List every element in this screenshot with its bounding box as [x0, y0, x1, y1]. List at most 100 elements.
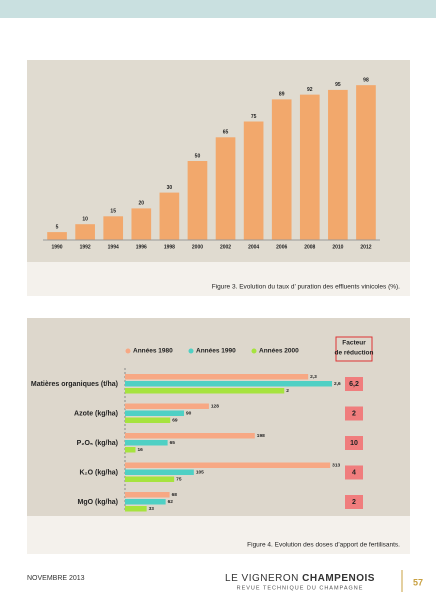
bar: [159, 192, 180, 240]
category-label: P₂O₅ (kg/ha): [77, 440, 118, 447]
caption-2-bg: [27, 516, 410, 554]
x-tick-label: 1992: [80, 244, 91, 250]
value-label: 62: [168, 499, 174, 505]
bar: [125, 410, 184, 416]
category-label: Matières organiques (t/ha): [31, 381, 118, 388]
value-label: 16: [137, 447, 143, 453]
factor-label: 2: [352, 410, 356, 417]
factor-box: [345, 377, 363, 391]
factor-label: 6,2: [349, 381, 359, 388]
value-label: 105: [196, 470, 204, 476]
value-label: 65: [223, 130, 229, 136]
column-header: Facteur: [342, 340, 366, 347]
factor-box: [345, 436, 363, 450]
value-label: 5: [56, 224, 59, 230]
bar: [299, 94, 320, 240]
value-label: 33: [149, 506, 155, 512]
value-label: 20: [139, 201, 145, 207]
value-label: 65: [170, 440, 176, 446]
value-label: 75: [251, 114, 257, 120]
value-label: 98: [363, 77, 369, 83]
legend-marker: [251, 348, 257, 354]
category-label: K₂O (kg/ha): [80, 469, 119, 476]
bar: [125, 433, 255, 439]
value-label: 10: [82, 217, 88, 223]
x-tick-label: 2000: [192, 244, 203, 250]
caption: Figure 3. Evolution du taux d’ puration …: [212, 284, 400, 291]
brand-bold: CHAMPENOIS: [302, 573, 375, 584]
bar: [356, 85, 376, 240]
brand-light: LE VIGNERON: [225, 573, 299, 584]
bar: [243, 121, 264, 240]
footer-brand: LE VIGNERON CHAMPENOIS: [225, 573, 375, 584]
bar: [125, 417, 171, 423]
bar: [103, 216, 124, 240]
value-label: 89: [279, 92, 285, 98]
bar: [47, 232, 67, 240]
legend-label: Années 2000: [259, 348, 299, 355]
bar: [125, 374, 309, 380]
column-header-box: [335, 336, 373, 362]
legend-label: Années 1990: [196, 348, 236, 355]
footer-date: NOVEMBRE 2013: [27, 575, 85, 582]
bar: [125, 499, 166, 505]
factor-box: [345, 495, 363, 509]
x-tick-label: 1994: [108, 244, 119, 250]
bar: [328, 89, 348, 241]
factor-label: 10: [350, 440, 358, 447]
x-tick-label: 2002: [220, 244, 231, 250]
bar: [131, 208, 152, 240]
x-tick-label: 2012: [360, 244, 371, 250]
legend-label: Années 1980: [133, 348, 173, 355]
x-tick-label: 2006: [276, 244, 287, 250]
header-band: [0, 0, 436, 18]
value-label: 128: [211, 404, 219, 410]
bar: [125, 476, 175, 482]
x-tick-label: 1996: [136, 244, 147, 250]
bar: [125, 447, 136, 453]
page-number: 57: [413, 577, 423, 587]
bar: [125, 462, 331, 468]
bar: [125, 403, 209, 409]
column-header: de réduction: [334, 350, 373, 357]
factor-label: 4: [352, 469, 356, 476]
bar: [125, 469, 194, 475]
bar: [187, 161, 208, 240]
x-tick-label: 2010: [332, 244, 343, 250]
x-tick-label: 2004: [248, 244, 259, 250]
category-label: MgO (kg/ha): [78, 499, 118, 506]
value-label: 2,6: [334, 381, 341, 387]
bar: [125, 388, 285, 394]
factor-box: [345, 406, 363, 421]
bar: [125, 381, 333, 387]
bar: [215, 137, 236, 240]
value-label: 2: [286, 388, 289, 394]
legend-marker: [188, 348, 194, 354]
value-label: 50: [195, 153, 201, 159]
value-label: 15: [110, 209, 116, 215]
x-tick-label: 2008: [304, 244, 315, 250]
x-tick-label: 1998: [164, 244, 175, 250]
value-label: 68: [172, 492, 178, 498]
bar: [75, 224, 95, 240]
value-label: 90: [186, 411, 192, 417]
factor-label: 2: [352, 499, 356, 506]
bar: [125, 492, 170, 498]
caption: Figure 4. Evolution des doses d’apport d…: [247, 542, 400, 549]
value-label: 69: [172, 418, 178, 424]
bar: [125, 440, 168, 446]
value-label: 2,3: [310, 374, 317, 380]
x-tick-label: 1990: [51, 244, 62, 250]
factor-box: [345, 465, 363, 480]
category-label: Azote (kg/ha): [74, 410, 118, 417]
caption-1-bg: [27, 262, 410, 296]
value-label: 75: [176, 477, 182, 483]
bar: [271, 99, 292, 240]
legend-marker: [125, 348, 131, 354]
value-label: 198: [257, 433, 265, 439]
value-label: 95: [335, 82, 341, 88]
bar: [125, 506, 147, 512]
value-label: 313: [332, 463, 340, 469]
